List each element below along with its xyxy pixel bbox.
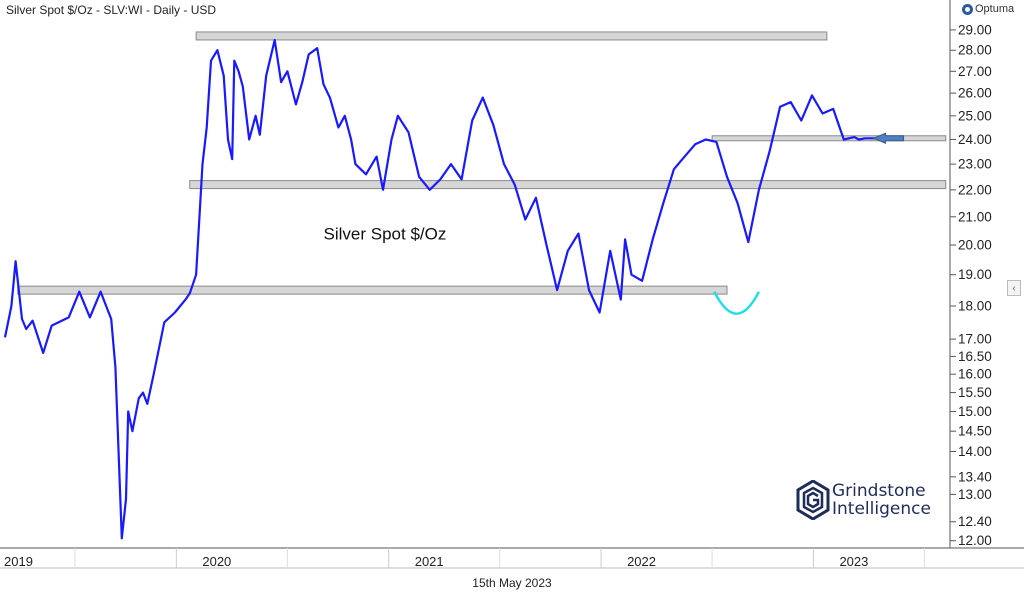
cup-arc <box>713 291 760 315</box>
collapse-panel-button[interactable]: ‹ <box>1007 280 1021 296</box>
y-tick-label: 15.00 <box>958 404 992 419</box>
brand-logo: Optuma <box>962 3 1014 15</box>
y-tick-label: 20.00 <box>958 238 992 253</box>
silver-price-line <box>3 38 876 540</box>
band-middle <box>189 180 947 190</box>
y-tick-label: 22.00 <box>958 182 992 197</box>
x-tick-label-2020: 2020 <box>202 554 231 569</box>
y-tick-label: 18.00 <box>958 299 992 314</box>
price-series-layer <box>3 38 876 540</box>
date-label: 15th May 2023 <box>472 576 552 590</box>
y-tick-label: 16.00 <box>958 367 992 382</box>
y-tick-label: 24.00 <box>958 132 992 147</box>
support-resistance-bands <box>17 31 947 295</box>
y-tick-label: 14.50 <box>958 424 992 439</box>
y-tick-label: 16.50 <box>958 349 992 364</box>
chart-annotation-label: Silver Spot $/Oz <box>324 224 447 243</box>
y-tick-label: 26.00 <box>958 86 992 101</box>
watermark-line1: Grindstone <box>832 480 926 501</box>
x-tick-label-2023: 2023 <box>839 554 868 569</box>
y-tick-label: 13.40 <box>958 469 992 484</box>
y-tick-label: 13.00 <box>958 487 992 502</box>
brand-label: Optuma <box>975 3 1015 15</box>
latest-price-arrow <box>872 132 905 145</box>
annotation-layer: Silver Spot $/Oz <box>324 132 905 315</box>
y-tick-label: 21.00 <box>958 209 992 224</box>
x-tick-label-2019: 2019 <box>4 554 33 569</box>
y-tick-label: 12.00 <box>958 533 992 548</box>
optuma-logo-icon <box>962 3 973 15</box>
hexagon-g-logo-icon <box>796 480 830 520</box>
y-tick-label: 19.00 <box>958 267 992 282</box>
y-tick-label: 23.00 <box>958 157 992 172</box>
y-tick-label: 27.00 <box>958 64 992 79</box>
y-tick-label: 25.00 <box>958 108 992 123</box>
band-upper <box>195 31 828 41</box>
y-tick-label: 28.00 <box>958 43 992 58</box>
chevron-left-icon: ‹ <box>1012 283 1016 294</box>
y-tick-label: 29.00 <box>958 22 992 37</box>
watermark-line2: Intelligence <box>832 498 931 519</box>
y-tick-label: 15.50 <box>958 385 992 400</box>
axes-layer: 2019 2020 2021 2022 2023 29.00 28.00 27.00 26.00… <box>0 0 1024 569</box>
y-tick-label: 14.00 <box>958 444 992 459</box>
y-tick-label: 12.40 <box>958 514 992 529</box>
x-tick-label-2022: 2022 <box>627 554 656 569</box>
x-tick-label-2021: 2021 <box>415 554 444 569</box>
band-recent <box>711 135 947 142</box>
watermark-logo: Grindstone Intelligence <box>796 480 931 520</box>
y-tick-label: 17.00 <box>958 332 992 347</box>
chart-title: Silver Spot $/Oz - SLV:WI - Daily - USD <box>6 3 217 17</box>
